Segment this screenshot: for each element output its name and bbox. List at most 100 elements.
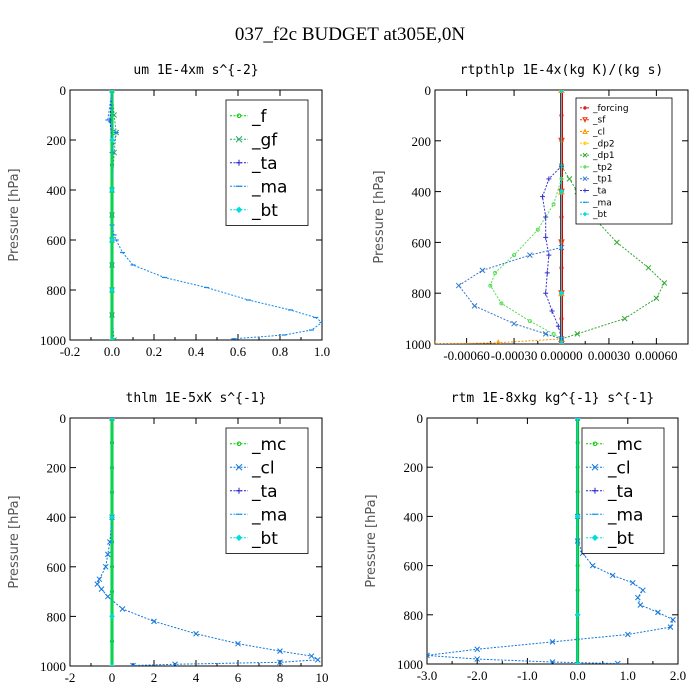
- legend-marker: [236, 487, 242, 494]
- legend-item-ta: _ta: [580, 187, 607, 197]
- series-markers: [558, 90, 565, 344]
- series-tp2: [488, 176, 564, 341]
- data-point: [235, 640, 241, 647]
- data-point: [527, 252, 533, 258]
- y-tick-label: 200: [47, 461, 67, 476]
- data-point: [621, 315, 628, 322]
- legend-item-dp1: _dp1: [580, 151, 615, 161]
- legend-item-bt: _bt: [230, 529, 278, 549]
- x-tick-label: 0.00060: [635, 348, 677, 363]
- legend-label: _forcing: [592, 104, 629, 114]
- x-tick-label: 0.00030: [588, 348, 630, 363]
- series-tp1: [455, 244, 565, 342]
- data-point: [549, 659, 556, 664]
- data-point: [527, 319, 532, 324]
- legend-label: _ma: [607, 505, 643, 525]
- legend-marker: [583, 106, 587, 110]
- y-tick-label: 200: [412, 134, 432, 149]
- data-point: [109, 137, 115, 143]
- panels: um 1E-4xm s^{-2} Pressure [hPa] -0.2 0.0 0.2…: [7, 63, 689, 685]
- data-point: [119, 606, 126, 612]
- series-line: [111, 90, 117, 340]
- y-tick-label: 0: [425, 83, 432, 98]
- series-markers: [427, 418, 676, 664]
- data-point: [535, 227, 540, 232]
- data-point: [172, 661, 178, 666]
- legend-item-f: _f: [230, 107, 268, 127]
- data-point: [499, 301, 504, 306]
- x-tick-label: 0.00000: [540, 348, 582, 363]
- legend-marker: [235, 135, 243, 143]
- panel-title: thlm 1E-5xK s^{-1}: [126, 391, 267, 406]
- y-tick-label: 800: [412, 286, 432, 301]
- data-point: [109, 514, 115, 521]
- plot-area: [427, 418, 676, 664]
- data-point: [543, 290, 549, 296]
- y-axis-label: Pressure [hPa]: [364, 494, 379, 587]
- data-point: [558, 188, 565, 195]
- data-point: [555, 323, 561, 329]
- series-cl: [427, 418, 676, 664]
- legend-label: _ta: [251, 154, 278, 174]
- x-tick-label: -2.0: [467, 668, 488, 683]
- y-tick-label: 200: [404, 460, 424, 475]
- data-point: [479, 267, 486, 274]
- legend: _f _gf _ta _ma _bt: [225, 99, 309, 226]
- y-tick-label: 200: [47, 133, 67, 148]
- legend-marker: [236, 441, 242, 447]
- legend-item-bt: _bt: [586, 529, 634, 549]
- data-point: [613, 239, 620, 246]
- panel-3: thlm 1E-5xK s^{-1} Pressure [hPa] -2 0 2 4 6 8 1…: [7, 391, 329, 685]
- data-point: [94, 581, 101, 588]
- data-point: [624, 631, 631, 638]
- legend-marker: [591, 463, 599, 471]
- data-point: [670, 616, 676, 623]
- x-tick-label: 0.0: [104, 344, 120, 359]
- y-axis-label: Pressure [hPa]: [7, 495, 22, 588]
- data-point: [661, 280, 668, 286]
- legend-marker: [592, 441, 598, 447]
- legend-item-ta: _ta: [230, 154, 278, 174]
- legend-label: _ta: [592, 187, 607, 197]
- x-tick-label: 10: [316, 670, 329, 685]
- series-line: [489, 178, 562, 340]
- data-point: [558, 341, 565, 344]
- x-tick-label: 6: [235, 670, 242, 685]
- y-tick-label: 0: [417, 411, 424, 426]
- series-ma: [105, 90, 322, 340]
- data-point: [109, 237, 115, 243]
- panel-title: rtm 1E-8xkg kg^{-1} s^{-1}: [451, 391, 655, 406]
- series-line: [427, 418, 674, 664]
- data-point: [455, 282, 462, 289]
- data-point: [109, 613, 115, 620]
- legend-label: _ma: [251, 505, 287, 525]
- x-tick-label: -0.2: [60, 344, 81, 359]
- data-point: [645, 264, 652, 271]
- data-point: [667, 624, 674, 630]
- data-point: [634, 594, 641, 601]
- x-tick-label: 0.4: [188, 344, 205, 359]
- series-bt: [574, 418, 581, 664]
- x-tick-label: 0.8: [272, 344, 288, 359]
- series-markers: [105, 90, 322, 340]
- data-point: [493, 270, 498, 275]
- y-tick-label: 400: [47, 510, 67, 525]
- legend-marker: [592, 487, 598, 494]
- legend-marker: [582, 211, 588, 217]
- legend-marker: [583, 141, 587, 146]
- y-tick-label: 1000: [40, 333, 66, 348]
- x-tick-label: 2.0: [670, 668, 686, 683]
- legend-label: _gf: [251, 130, 278, 150]
- legend-label: _cl: [592, 128, 605, 138]
- legend-label: _ta: [607, 482, 634, 502]
- panel-1: um 1E-4xm s^{-2} Pressure [hPa] -0.2 0.0 0.2…: [7, 63, 330, 359]
- data-point: [655, 609, 661, 616]
- legend-label: _ma: [251, 177, 287, 197]
- data-point: [574, 418, 581, 421]
- y-tick-label: 1000: [397, 657, 423, 672]
- data-point: [495, 339, 501, 344]
- legend-item-ta: _ta: [586, 482, 634, 502]
- legend-marker: [236, 113, 242, 119]
- series-bt: [109, 90, 115, 340]
- data-point: [109, 418, 115, 421]
